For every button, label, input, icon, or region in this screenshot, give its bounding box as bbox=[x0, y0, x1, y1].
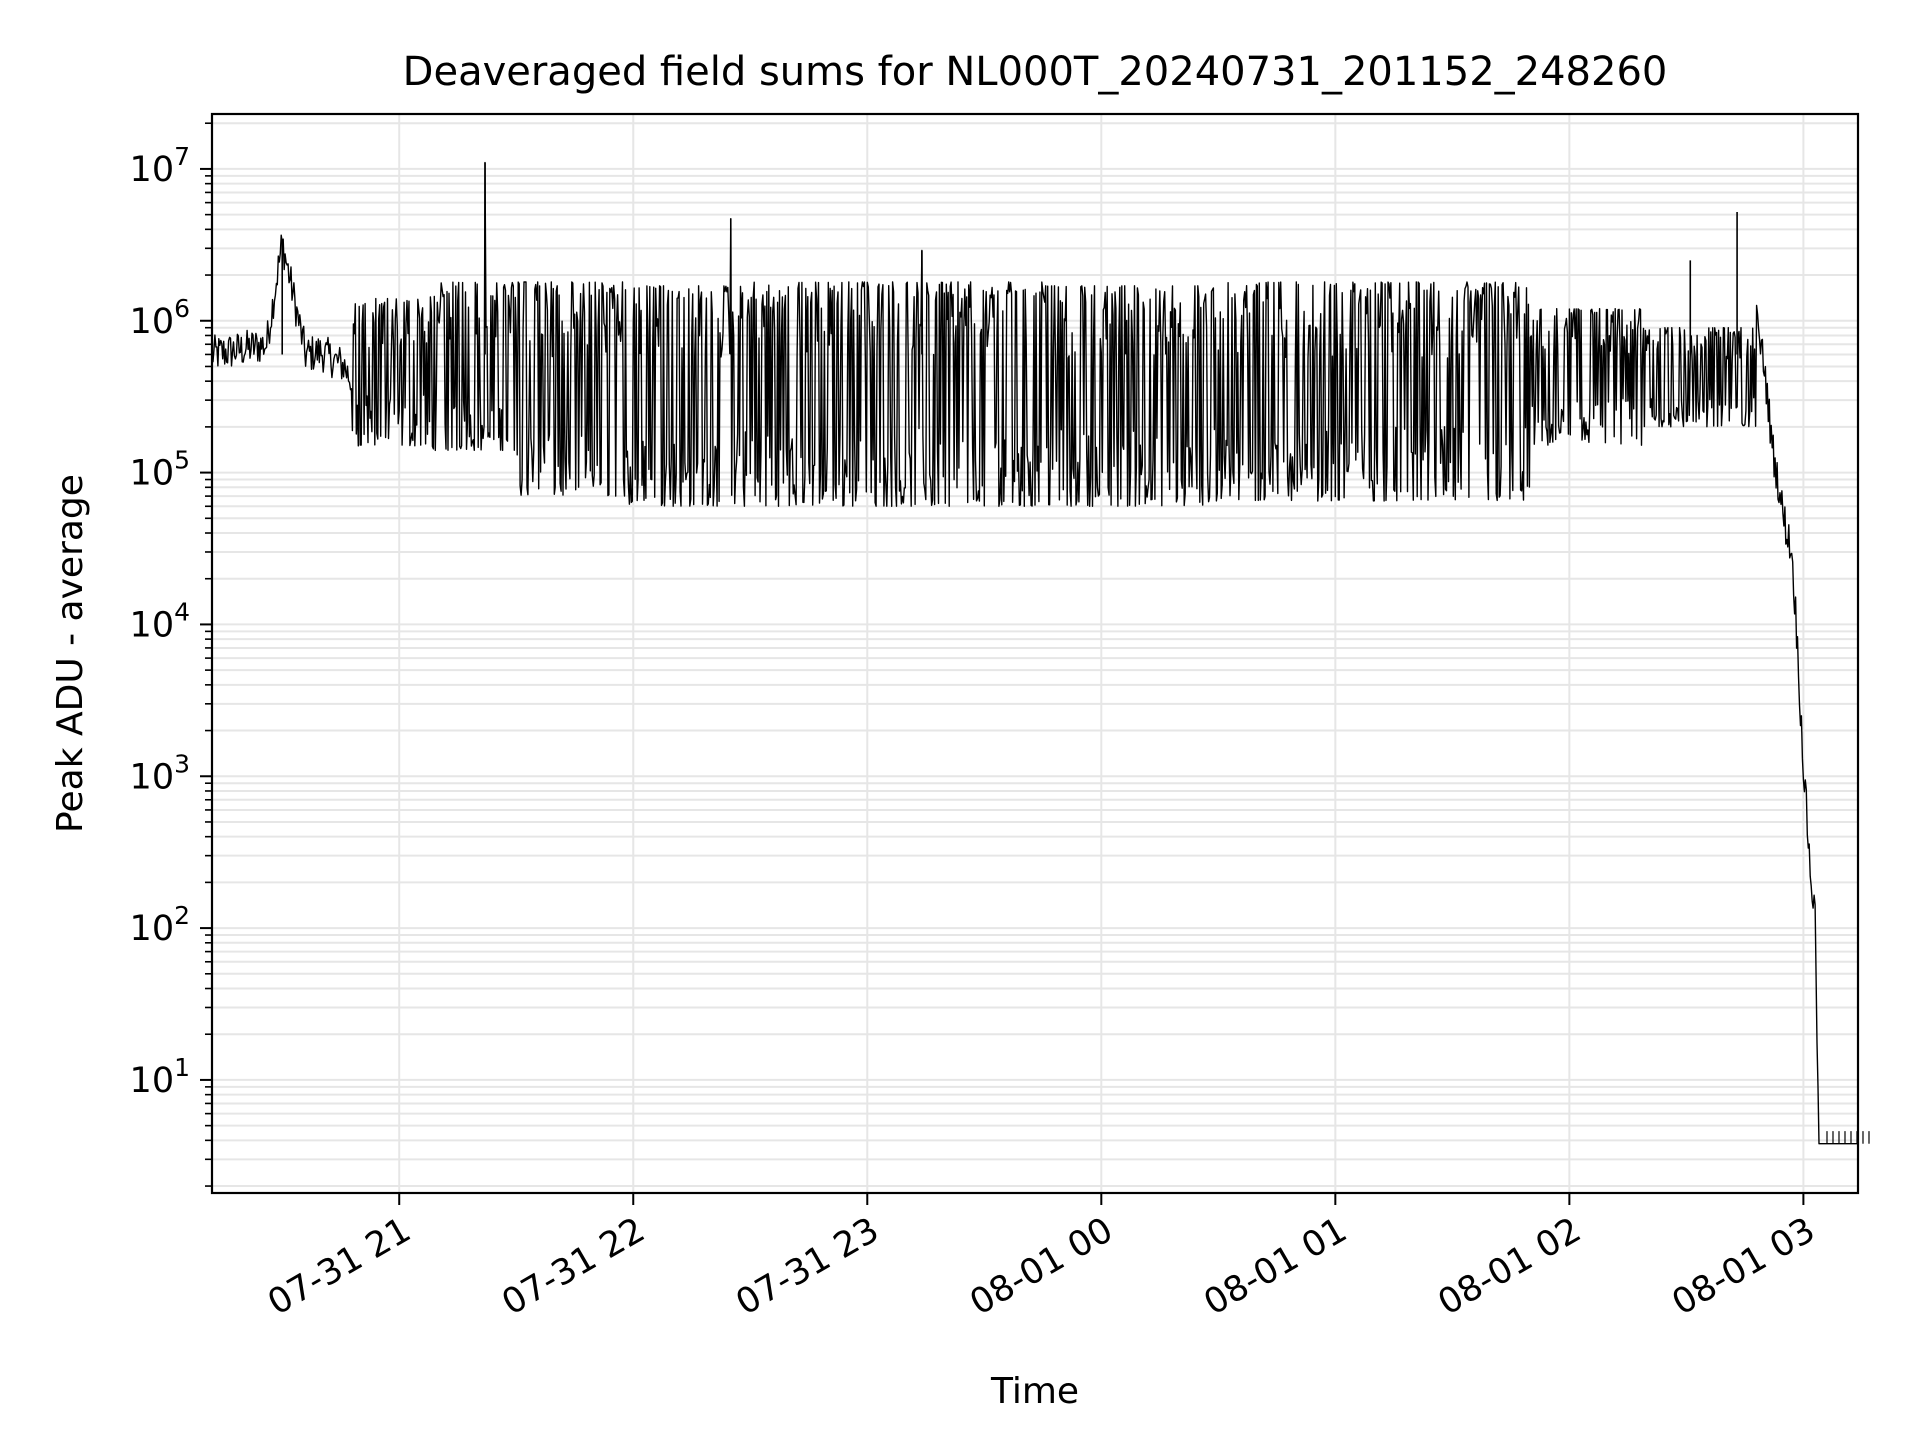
y-tick-label: 105 bbox=[130, 446, 190, 494]
y-tick-label: 103 bbox=[130, 749, 190, 797]
y-tick-label: 106 bbox=[130, 294, 190, 342]
major-gridlines bbox=[212, 114, 1858, 1193]
minor-gridlines bbox=[212, 122, 1858, 1188]
x-axis-label: Time bbox=[990, 1371, 1079, 1412]
y-tick-label: 104 bbox=[130, 597, 190, 645]
y-tick-label: 107 bbox=[130, 142, 190, 190]
y-tick-label: 102 bbox=[130, 901, 190, 949]
chart-title: Deaveraged field sums for NL000T_2024073… bbox=[403, 49, 1668, 95]
y-axis-label: Peak ADU - average bbox=[50, 474, 91, 833]
y-tick-label: 101 bbox=[130, 1053, 190, 1101]
series-line bbox=[211, 161, 1858, 1145]
plot-frame bbox=[210, 112, 1860, 1195]
